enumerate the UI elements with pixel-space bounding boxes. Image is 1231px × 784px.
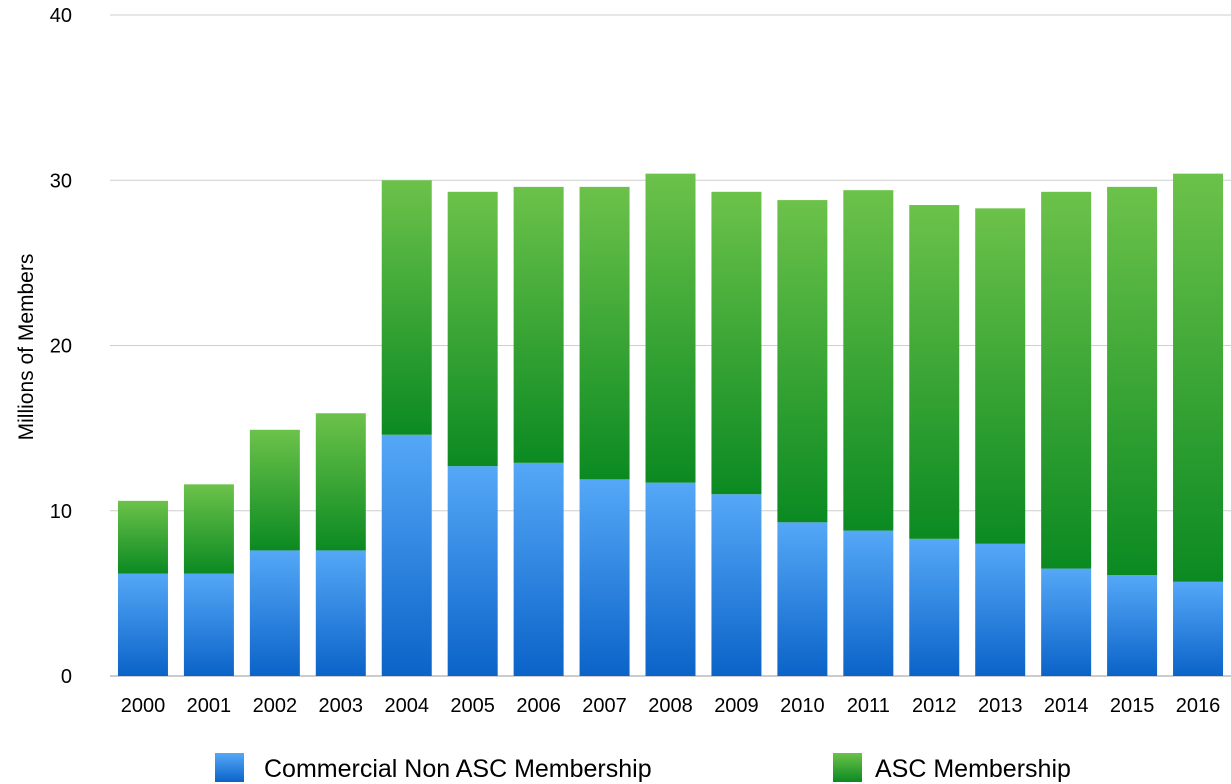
bar-commercial-non-asc — [381, 434, 432, 676]
bar-asc — [711, 191, 762, 495]
bar-commercial-non-asc — [579, 479, 630, 676]
x-tick-label: 2009 — [714, 695, 759, 717]
bar-commercial-non-asc — [975, 543, 1026, 676]
bar-commercial-non-asc — [711, 494, 762, 676]
bar-asc — [381, 180, 432, 435]
x-tick-label: 2003 — [319, 695, 364, 717]
bar-commercial-non-asc — [513, 462, 564, 676]
x-tick-label: 2010 — [780, 695, 825, 717]
bar-asc — [513, 186, 564, 463]
bar-asc — [843, 190, 894, 531]
bar-commercial-non-asc — [249, 550, 300, 676]
bar-commercial-non-asc — [183, 573, 234, 676]
bar-asc — [909, 205, 960, 539]
x-tick-label: 2000 — [121, 695, 166, 717]
bar-asc — [117, 500, 168, 574]
bar-asc — [183, 484, 234, 574]
legend-item-asc: ASC Membership — [833, 753, 1071, 783]
x-tick-labels: 2000 2001 2002 2003 2004 2005 2006 2007 2008 2009… — [121, 695, 1221, 717]
legend-label-commercial: Commercial Non ASC Membership — [264, 755, 652, 783]
bar-commercial-non-asc — [315, 550, 366, 676]
x-tick-label: 2001 — [187, 695, 232, 717]
bars — [117, 173, 1224, 676]
bar-asc — [1041, 191, 1092, 569]
legend-label-asc: ASC Membership — [875, 755, 1071, 783]
x-tick-label: 2007 — [582, 695, 627, 717]
legend-swatch-asc — [833, 753, 862, 782]
bar-commercial-non-asc — [1173, 581, 1224, 676]
legend-item-commercial: Commercial Non ASC Membership — [215, 753, 652, 783]
bar-commercial-non-asc — [909, 538, 960, 676]
bar-asc — [1107, 186, 1158, 576]
bar-commercial-non-asc — [1107, 575, 1158, 676]
y-tick-labels: 0 10 20 30 40 — [50, 5, 72, 688]
bar-asc — [315, 413, 366, 551]
x-tick-label: 2012 — [912, 695, 957, 717]
bar-commercial-non-asc — [447, 466, 498, 676]
bar-asc — [579, 186, 630, 480]
y-tick-label: 30 — [50, 170, 72, 192]
bar-asc — [249, 429, 300, 551]
bar-asc — [1173, 173, 1224, 582]
bar-asc — [447, 191, 498, 467]
x-tick-label: 2015 — [1110, 695, 1155, 717]
legend-swatch-commercial — [215, 753, 244, 782]
bar-asc — [975, 208, 1026, 544]
y-axis-label: Millions of Members — [15, 254, 38, 441]
x-tick-label: 2011 — [847, 695, 890, 717]
bar-asc — [777, 200, 828, 523]
bar-commercial-non-asc — [645, 482, 696, 676]
y-tick-label: 10 — [50, 501, 72, 523]
x-tick-label: 2008 — [648, 695, 693, 717]
legend: Commercial Non ASC Membership ASC Member… — [215, 753, 1071, 783]
x-tick-label: 2013 — [978, 695, 1023, 717]
x-tick-label: 2006 — [516, 695, 561, 717]
y-tick-label: 0 — [61, 666, 72, 688]
x-tick-label: 2005 — [450, 695, 495, 717]
x-tick-label: 2004 — [384, 695, 429, 717]
bar-commercial-non-asc — [1041, 568, 1092, 676]
x-tick-label: 2016 — [1176, 695, 1221, 717]
x-tick-label: 2002 — [253, 695, 298, 717]
y-tick-label: 20 — [50, 336, 72, 358]
bar-commercial-non-asc — [843, 530, 894, 676]
bar-commercial-non-asc — [117, 573, 168, 676]
y-tick-label: 40 — [50, 5, 72, 27]
bar-asc — [645, 173, 696, 483]
x-tick-label: 2014 — [1044, 695, 1089, 717]
bar-commercial-non-asc — [777, 522, 828, 676]
